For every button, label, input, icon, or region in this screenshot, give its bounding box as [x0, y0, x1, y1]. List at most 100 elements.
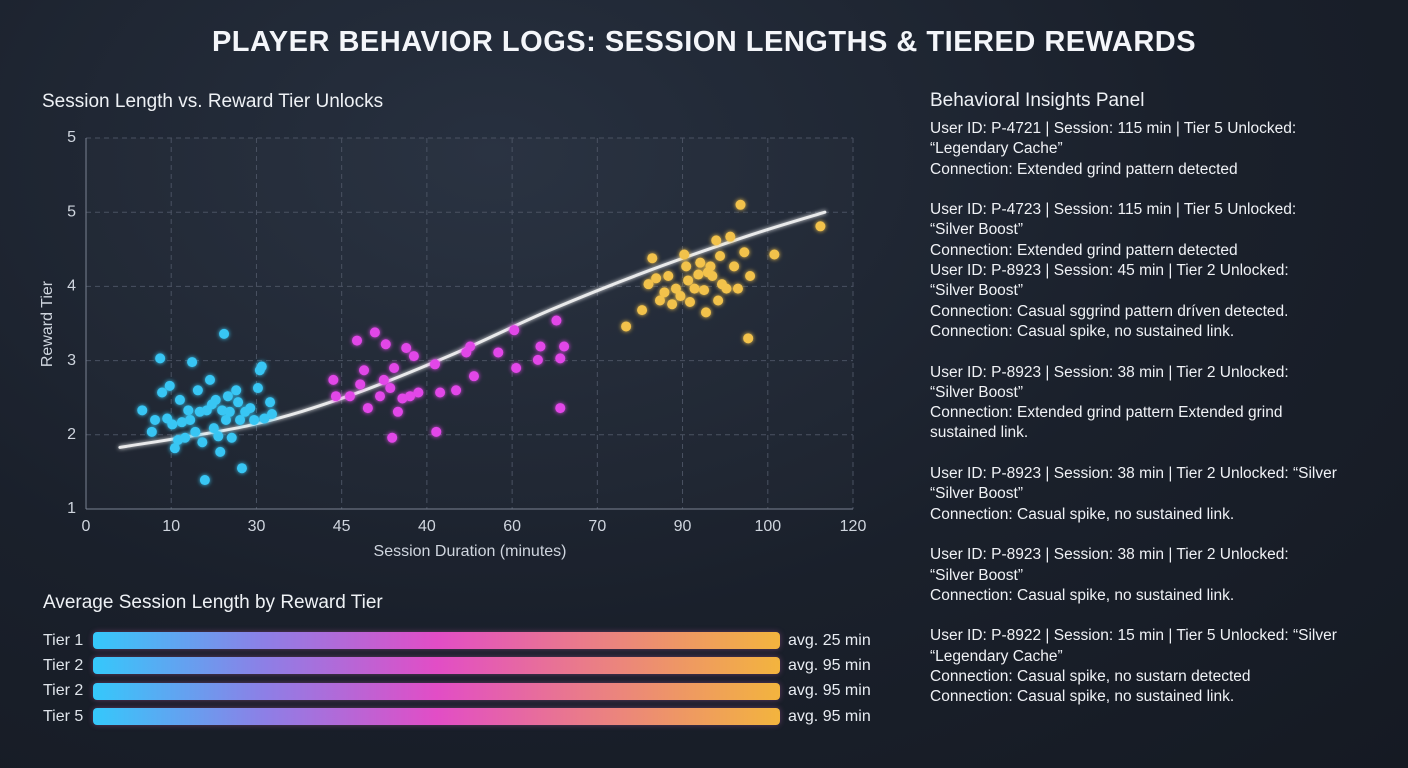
chart-title: Session Length vs. Reward Tier Unlocks — [42, 91, 383, 112]
data-point — [637, 305, 648, 316]
data-point — [647, 253, 658, 264]
tier-bar — [93, 708, 780, 726]
tier-average: avg. 95 min — [788, 682, 871, 700]
tier-bar — [93, 632, 780, 650]
data-point — [732, 283, 743, 294]
insight-line: Connection: Casual spike, no sustarn det… — [930, 668, 1251, 686]
data-point — [169, 443, 180, 454]
insight-entry: User ID: P-8923 | Session: 38 min | Tier… — [930, 545, 1400, 606]
insight-line: User ID: P-8923 | Session: 38 min | Tier… — [930, 546, 1289, 564]
data-point — [355, 379, 366, 390]
insight-entry: User ID: P-8923 | Session: 38 min | Tier… — [930, 363, 1400, 444]
plot-area — [86, 138, 853, 509]
panel-title: Average Session Length by Reward Tier — [43, 592, 383, 613]
insight-line: Connection: Casual sggrind pattern dríve… — [930, 302, 1289, 320]
data-point — [266, 409, 277, 420]
data-point — [369, 327, 380, 338]
data-point — [176, 417, 187, 428]
data-point — [405, 391, 416, 402]
insights-panel: Behavioral Insights Panel User ID: P-472… — [930, 90, 1400, 728]
data-point — [555, 353, 566, 364]
data-point — [663, 271, 674, 282]
insight-entry: User ID: P-4723 | Session: 115 min | Tie… — [930, 200, 1400, 342]
y-tick-label: 3 — [67, 352, 76, 369]
data-point — [235, 414, 246, 425]
data-point — [670, 283, 681, 294]
data-point — [621, 321, 632, 332]
insight-line: User ID: P-8922 | Session: 15 min | Tier… — [930, 627, 1337, 645]
data-point — [344, 391, 355, 402]
data-point — [721, 283, 732, 294]
data-point — [389, 363, 400, 374]
insight-line: Connection: Casual spike, no sustained l… — [930, 586, 1235, 604]
data-point — [375, 391, 386, 402]
data-point — [392, 406, 403, 417]
tier-row: Tier 1 avg. 25 min — [43, 628, 883, 653]
data-point — [146, 426, 157, 437]
data-point — [511, 363, 522, 374]
data-point — [330, 391, 341, 402]
data-point — [711, 235, 722, 246]
data-point — [429, 359, 440, 370]
data-point — [245, 403, 256, 414]
data-point — [695, 257, 706, 268]
data-point — [190, 426, 201, 437]
data-point — [185, 414, 196, 425]
data-point — [509, 325, 520, 336]
insight-line: “Silver Boost” — [930, 485, 1024, 503]
trend-line — [118, 210, 827, 449]
data-point — [328, 374, 339, 385]
data-point — [226, 432, 237, 443]
panel-title: Behavioral Insights Panel — [930, 90, 1145, 111]
data-point — [249, 414, 260, 425]
data-point — [233, 397, 244, 408]
data-point — [187, 357, 198, 368]
data-point — [451, 385, 462, 396]
x-tick-label: 30 — [248, 518, 266, 535]
x-tick-label: 60 — [503, 518, 521, 535]
tier-label: Tier 2 — [43, 656, 84, 674]
insight-entry: User ID: P-8922 | Session: 15 min | Tier… — [930, 626, 1400, 707]
y-tick-label: 5 — [67, 203, 76, 220]
data-point — [183, 405, 194, 416]
tier-bar — [93, 657, 780, 675]
x-tick-label: 0 — [82, 518, 91, 535]
x-tick-label: 120 — [840, 518, 867, 535]
data-point — [705, 261, 716, 272]
data-point — [643, 279, 654, 290]
data-point — [431, 426, 442, 437]
insight-line: Connection: Casual spike, no sustained l… — [930, 322, 1235, 340]
data-point — [213, 431, 224, 442]
data-point — [387, 432, 398, 443]
data-point — [689, 283, 700, 294]
data-point — [532, 354, 543, 365]
data-point — [259, 413, 270, 424]
data-point — [707, 271, 718, 282]
tier-average: avg. 95 min — [788, 656, 871, 674]
data-point — [683, 275, 694, 286]
insight-entry: User ID: P-8923 | Session: 38 min | Tier… — [930, 464, 1400, 525]
data-point — [413, 387, 424, 398]
data-point — [174, 394, 185, 405]
data-point — [352, 335, 363, 346]
data-point — [385, 383, 396, 394]
data-point — [693, 269, 704, 280]
data-point — [659, 287, 670, 298]
data-point — [700, 307, 711, 318]
data-point — [559, 341, 570, 352]
data-point — [210, 394, 221, 405]
x-tick-label: 40 — [418, 518, 436, 535]
tier-average: avg. 25 min — [788, 631, 871, 649]
scatter-chart: Session Length vs. Reward Tier Unlocks S… — [39, 91, 867, 560]
data-point — [715, 250, 726, 261]
tier-row: Tier 2 avg. 95 min — [43, 679, 883, 704]
data-point — [739, 247, 750, 258]
data-point — [675, 291, 686, 302]
data-point — [155, 353, 166, 364]
data-point — [362, 403, 373, 414]
data-point — [197, 437, 208, 448]
data-point — [220, 414, 231, 425]
data-point — [192, 385, 203, 396]
point-group — [328, 315, 570, 443]
data-point — [743, 333, 754, 344]
